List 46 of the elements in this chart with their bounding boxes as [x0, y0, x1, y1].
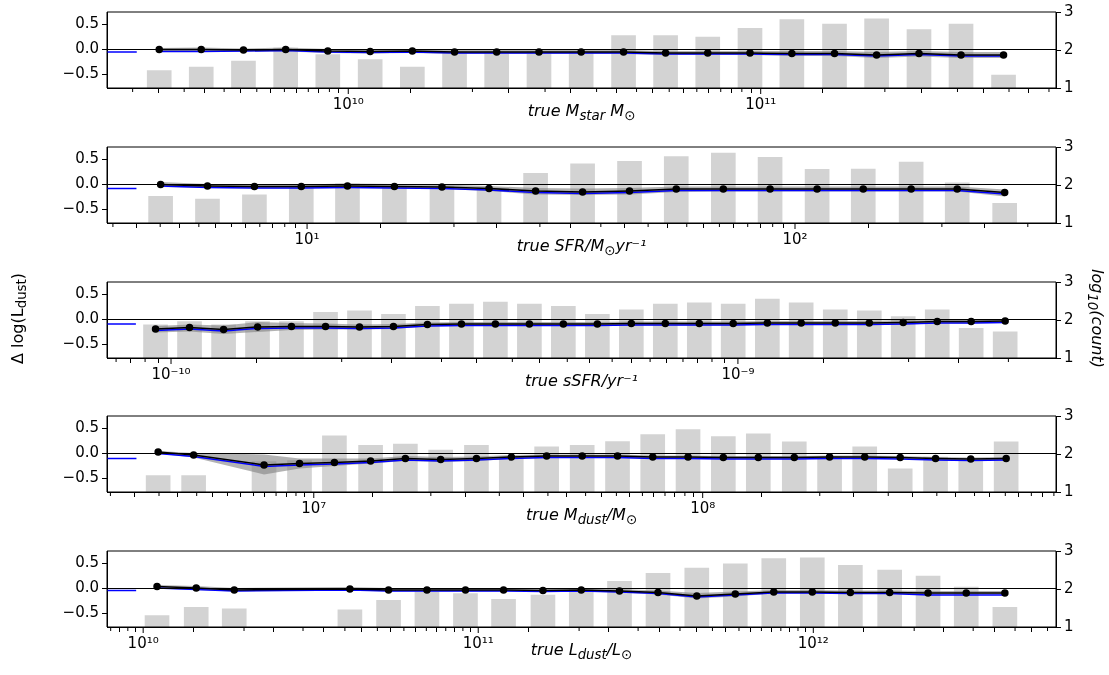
y2-tick-label: 3 [1064, 540, 1074, 559]
y2-tick-label: 3 [1064, 271, 1074, 290]
x-tick-label: 10⁻⁹ [721, 364, 755, 383]
y-tick-label: 0.5 [75, 14, 99, 33]
y2-tick-label: 1 [1064, 347, 1074, 366]
x-tick-label: 10¹¹ [745, 94, 777, 113]
y-tick-label: 0.0 [75, 309, 99, 328]
y2-tick-label: 1 [1064, 77, 1074, 96]
x-axis-title: true L$_{dust}$/L$_{⊙}$ [530, 640, 633, 663]
x-axis-title: true SFR/M$_{⊙}$yr⁻¹ [516, 236, 647, 259]
y-tick-label: −0.5 [62, 334, 99, 353]
y-tick-label: 0.0 [75, 578, 99, 597]
y2-tick-label: 1 [1064, 481, 1074, 500]
y2-tick-label: 2 [1064, 578, 1074, 597]
x-tick-label: 10² [782, 229, 808, 248]
y2-tick-label: 2 [1064, 39, 1074, 58]
x-axis-title: true M$_{star}$ M$_{⊙}$ [527, 101, 636, 124]
x-tick-label: 10¹¹ [462, 633, 494, 652]
x-tick-label: 10¹⁰ [332, 94, 364, 113]
y2-tick-label: 1 [1064, 212, 1074, 231]
x-axis-title: true sSFR/yr⁻¹ [524, 371, 639, 390]
y-tick-label: 0.0 [75, 443, 99, 462]
y2-tick-label: 2 [1064, 443, 1074, 462]
x-tick-label: 10⁸ [690, 498, 716, 517]
x-tick-label: 10⁻¹⁰ [151, 364, 191, 383]
y-tick-label: 0.5 [75, 553, 99, 572]
y-tick-label: −0.5 [62, 64, 99, 83]
y-tick-label: 0.5 [75, 149, 99, 168]
y-tick-label: 0.5 [75, 418, 99, 437]
y-tick-label: −0.5 [62, 468, 99, 487]
x-tick-label: 10¹² [797, 633, 829, 652]
y-tick-label: 0.5 [75, 284, 99, 303]
x-tick-label: 10¹ [294, 229, 320, 248]
y2-tick-label: 3 [1064, 405, 1074, 424]
y2-tick-label: 3 [1064, 136, 1074, 155]
y-tick-label: −0.5 [62, 603, 99, 622]
y-tick-label: 0.0 [75, 39, 99, 58]
y2-tick-label: 2 [1064, 309, 1074, 328]
x-axis-title: true M$_{dust}$/M$_{⊙}$ [525, 505, 638, 528]
y-tick-label: −0.5 [62, 199, 99, 218]
y-tick-label: 0.0 [75, 174, 99, 193]
x-tick-label: 10¹⁰ [127, 633, 159, 652]
x-tick-label: 10⁷ [301, 498, 327, 517]
y2-tick-label: 3 [1064, 1, 1074, 20]
y2-tick-label: 2 [1064, 174, 1074, 193]
y2-tick-label: 1 [1064, 616, 1074, 635]
